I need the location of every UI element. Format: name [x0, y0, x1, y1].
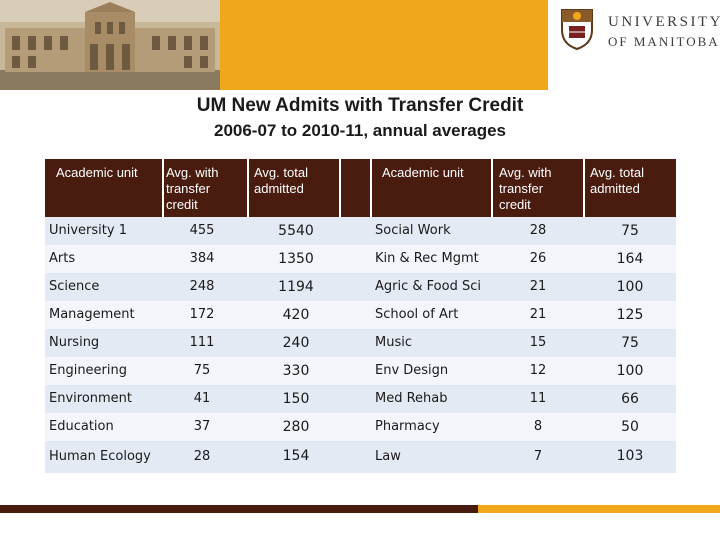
total-admitted-cell: 103	[616, 448, 644, 464]
transfer-credit-cell: 37	[193, 419, 211, 434]
footer-accent-bar	[478, 505, 720, 513]
table-header: Academic unit Avg. with transfer credit …	[45, 159, 676, 217]
academic-unit-cell: Med Rehab	[375, 391, 448, 406]
transfer-credit-cell: 12	[529, 363, 547, 378]
total-admitted-cell: 125	[616, 307, 644, 323]
transfer-credit-cell: 7	[533, 449, 543, 464]
header-academic-unit-2: Academic unit	[382, 165, 464, 180]
total-admitted-cell: 164	[616, 251, 644, 267]
total-admitted-cell: 1194	[278, 279, 314, 295]
transfer-credit-cell: 384	[189, 251, 215, 266]
transfer-credit-cell: 15	[529, 335, 547, 350]
academic-unit-cell: Law	[375, 449, 401, 464]
crest-icon	[561, 9, 593, 50]
header-avg-transfer-credit-1: Avg. with transfer credit	[166, 165, 219, 212]
footer-bar	[0, 505, 720, 513]
total-admitted-cell: 66	[621, 391, 639, 407]
header-band: UNIVERSITY OF MANITOBA	[0, 0, 720, 90]
table-row: Human Ecology 28 154 Law 7 103	[45, 441, 676, 473]
academic-unit-cell: Agric & Food Sci	[375, 279, 481, 294]
table-row: Science 248 1194 Agric & Food Sci 21 100	[45, 273, 676, 301]
table-row: University 1 455 5540 Social Work 28 75	[45, 217, 676, 245]
slide-subtitle: 2006-07 to 2010-11, annual averages	[213, 121, 506, 140]
academic-unit-cell: Environment	[49, 391, 133, 406]
table-row: Nursing 111 240 Music 15 75	[45, 329, 676, 357]
academic-unit-cell: Arts	[49, 251, 76, 266]
academic-unit-cell: Env Design	[375, 363, 449, 378]
total-admitted-cell: 100	[616, 363, 644, 379]
transfer-credit-cell: 172	[189, 307, 215, 322]
academic-unit-cell: Social Work	[375, 223, 451, 238]
header-divider	[162, 159, 164, 217]
transfer-credit-cell: 455	[189, 223, 215, 238]
university-name-line1: UNIVERSITY	[608, 14, 720, 30]
university-name-line2: OF MANITOBA	[608, 34, 720, 49]
total-admitted-cell: 280	[282, 419, 310, 435]
academic-unit-cell: Human Ecology	[49, 449, 151, 464]
total-admitted-cell: 75	[621, 223, 639, 239]
header-divider	[339, 159, 341, 217]
academic-unit-cell: Education	[49, 419, 114, 434]
header-divider	[491, 159, 493, 217]
campus-building-photo	[0, 0, 220, 90]
academic-unit-cell: Management	[49, 307, 135, 322]
total-admitted-cell: 420	[282, 307, 310, 323]
total-admitted-cell: 330	[282, 363, 310, 379]
transfer-credit-cell: 41	[193, 391, 211, 406]
total-admitted-cell: 75	[621, 335, 639, 351]
table-row: Environment 41 150 Med Rehab 11 66	[45, 385, 676, 413]
academic-unit-cell: Nursing	[49, 335, 100, 350]
transfer-credit-cell: 28	[529, 223, 547, 238]
total-admitted-cell: 5540	[278, 223, 314, 239]
total-admitted-cell: 240	[282, 335, 310, 351]
transfer-credit-cell: 75	[193, 363, 211, 378]
total-admitted-cell: 100	[616, 279, 644, 295]
table-row: Management 172 420 School of Art 21 125	[45, 301, 676, 329]
table-row: Education 37 280 Pharmacy 8 50	[45, 413, 676, 441]
slide-title: UM New Admits with Transfer Credit	[196, 95, 524, 116]
academic-unit-cell: University 1	[49, 223, 127, 238]
transfer-credit-cell: 21	[529, 307, 547, 322]
header-divider	[583, 159, 585, 217]
admits-table: Academic unit Avg. with transfer credit …	[45, 159, 676, 473]
header-avg-total-admitted-2: Avg. total admitted	[590, 165, 644, 196]
header-avg-transfer-credit-2: Avg. with transfer credit	[499, 165, 552, 212]
university-logo: UNIVERSITY OF MANITOBA	[548, 0, 720, 90]
header-divider	[370, 159, 372, 217]
total-admitted-cell: 154	[282, 448, 310, 464]
header-avg-total-admitted-1: Avg. total admitted	[254, 165, 308, 196]
academic-unit-cell: Music	[375, 335, 412, 350]
transfer-credit-cell: 8	[533, 419, 543, 434]
academic-unit-cell: Pharmacy	[375, 419, 440, 434]
total-admitted-cell: 1350	[278, 251, 314, 267]
total-admitted-cell: 50	[621, 419, 639, 435]
transfer-credit-cell: 26	[529, 251, 547, 266]
academic-unit-cell: School of Art	[375, 307, 459, 322]
total-admitted-cell: 150	[282, 391, 310, 407]
table-row: Arts 384 1350 Kin & Rec Mgmt 26 164	[45, 245, 676, 273]
transfer-credit-cell: 11	[529, 391, 547, 406]
academic-unit-cell: Kin & Rec Mgmt	[375, 251, 479, 266]
transfer-credit-cell: 28	[193, 449, 211, 464]
transfer-credit-cell: 248	[189, 279, 215, 294]
header-academic-unit-1: Academic unit	[56, 165, 138, 180]
table-row: Engineering 75 330 Env Design 12 100	[45, 357, 676, 385]
academic-unit-cell: Science	[49, 279, 100, 294]
header-divider	[247, 159, 249, 217]
academic-unit-cell: Engineering	[49, 363, 127, 378]
transfer-credit-cell: 21	[529, 279, 547, 294]
transfer-credit-cell: 111	[189, 335, 215, 350]
